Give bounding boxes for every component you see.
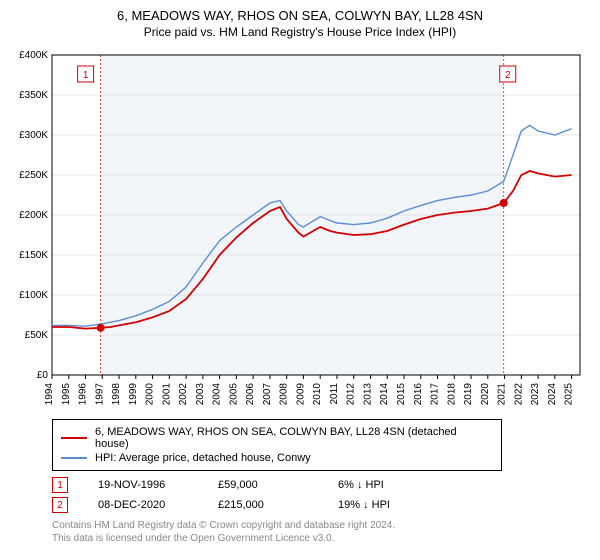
marker-delta: 19% ↓ HPI [338,499,428,511]
chart-area: £0 £50K £100K £150K £200K £250K £300K £350K £400… [10,45,590,413]
svg-text:2020: 2020 [480,383,491,406]
svg-text:2004: 2004 [212,383,223,406]
svg-text:2010: 2010 [312,383,323,406]
svg-text:2: 2 [505,70,511,81]
marker-row: 1 19-NOV-1996 £59,000 6% ↓ HPI [52,477,590,493]
legend-row-2: HPI: Average price, detached house, Conw… [61,452,493,464]
marker-badge: 2 [52,497,68,513]
svg-text:£400K: £400K [19,50,48,61]
svg-text:2022: 2022 [513,383,524,406]
marker-badge: 1 [52,477,68,493]
svg-text:2013: 2013 [362,383,373,406]
svg-text:2000: 2000 [145,383,156,406]
svg-text:1998: 1998 [111,383,122,406]
svg-text:1995: 1995 [61,383,72,406]
svg-text:2003: 2003 [195,383,206,406]
svg-text:2019: 2019 [463,383,474,406]
marker-date: 19-NOV-1996 [98,479,188,491]
svg-text:£250K: £250K [19,170,48,181]
svg-text:2018: 2018 [446,383,457,406]
marker-date: 08-DEC-2020 [98,499,188,511]
marker-row: 2 08-DEC-2020 £215,000 19% ↓ HPI [52,497,590,513]
legend-box: 6, MEADOWS WAY, RHOS ON SEA, COLWYN BAY,… [52,419,502,471]
svg-text:2005: 2005 [228,383,239,406]
legend-label-2: HPI: Average price, detached house, Conw… [95,452,311,464]
svg-text:1999: 1999 [128,383,139,406]
svg-text:2023: 2023 [530,383,541,406]
svg-text:2021: 2021 [497,383,508,406]
svg-text:2014: 2014 [379,383,390,406]
svg-text:2015: 2015 [396,383,407,406]
svg-text:1996: 1996 [78,383,89,406]
legend-label-1: 6, MEADOWS WAY, RHOS ON SEA, COLWYN BAY,… [95,426,493,450]
svg-text:2006: 2006 [245,383,256,406]
line-chart: £0 £50K £100K £150K £200K £250K £300K £350K £400… [10,45,590,413]
svg-text:£0: £0 [37,370,49,381]
svg-text:2016: 2016 [413,383,424,406]
marker-price: £59,000 [218,479,308,491]
svg-text:2012: 2012 [346,383,357,406]
svg-text:1: 1 [83,70,89,81]
legend-row-1: 6, MEADOWS WAY, RHOS ON SEA, COLWYN BAY,… [61,426,493,450]
svg-text:2001: 2001 [161,383,172,406]
svg-text:1997: 1997 [94,383,105,406]
svg-text:2011: 2011 [329,383,340,405]
svg-text:2025: 2025 [564,383,575,406]
footer-line-1: Contains HM Land Registry data © Crown c… [52,519,590,532]
svg-text:1994: 1994 [44,383,55,406]
svg-text:2002: 2002 [178,383,189,406]
svg-text:2009: 2009 [295,383,306,406]
svg-text:£300K: £300K [19,130,48,141]
marker-table: 1 19-NOV-1996 £59,000 6% ↓ HPI 2 08-DEC-2020 £… [52,477,590,513]
svg-text:£50K: £50K [25,330,49,341]
svg-text:2017: 2017 [430,383,441,406]
legend-swatch-2 [61,457,87,459]
chart-container: 6, MEADOWS WAY, RHOS ON SEA, COLWYN BAY,… [0,0,600,560]
svg-text:2024: 2024 [547,383,558,406]
marker-price: £215,000 [218,499,308,511]
footer-line-2: This data is licensed under the Open Gov… [52,532,590,545]
svg-text:£200K: £200K [19,210,48,221]
svg-text:2007: 2007 [262,383,273,406]
svg-text:2008: 2008 [279,383,290,406]
marker-delta: 6% ↓ HPI [338,479,428,491]
chart-title: 6, MEADOWS WAY, RHOS ON SEA, COLWYN BAY,… [10,8,590,23]
chart-subtitle: Price paid vs. HM Land Registry's House … [10,25,590,39]
svg-text:£100K: £100K [19,290,48,301]
svg-text:£350K: £350K [19,90,48,101]
legend-swatch-1 [61,437,87,439]
svg-text:£150K: £150K [19,250,48,261]
footer-text: Contains HM Land Registry data © Crown c… [52,519,590,545]
